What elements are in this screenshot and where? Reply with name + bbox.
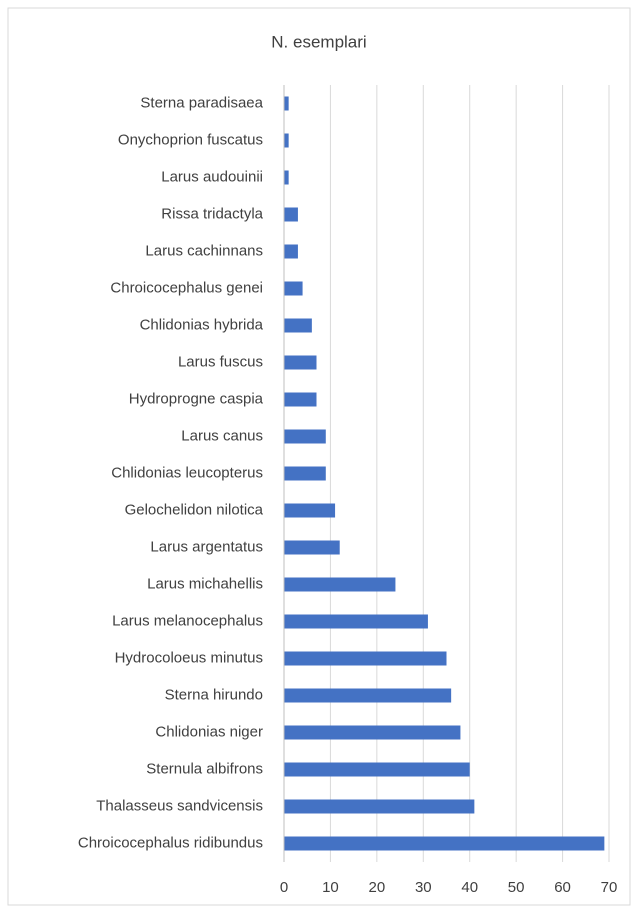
y-tick-label: Rissa tridactyla	[161, 205, 263, 222]
bar	[284, 170, 289, 185]
y-tick-label: Larus audouinii	[161, 168, 263, 185]
bar	[284, 651, 447, 666]
y-tick-label: Larus fuscus	[178, 353, 263, 370]
y-tick-label: Sternula albifrons	[146, 760, 263, 777]
bar	[284, 355, 317, 370]
x-tick-label: 40	[461, 879, 478, 896]
x-tick-label: 50	[508, 879, 525, 896]
bar	[284, 540, 340, 555]
bar	[284, 688, 452, 703]
bar	[284, 207, 298, 222]
bar	[284, 799, 475, 814]
y-tick-label: Larus melanocephalus	[112, 612, 263, 629]
y-tick-label: Sterna paradisaea	[140, 94, 263, 111]
y-tick-label: Larus canus	[181, 427, 263, 444]
y-tick-label: Larus cachinnans	[145, 242, 263, 259]
bar	[284, 614, 428, 629]
y-tick-label: Onychoprion fuscatus	[118, 131, 263, 148]
y-tick-label: Larus michahellis	[147, 575, 263, 592]
bar	[284, 577, 396, 592]
bar	[284, 836, 605, 851]
y-tick-label: Chlidonias hybrida	[140, 316, 264, 333]
chart-border	[7, 7, 631, 906]
y-tick-label: Chroicocephalus genei	[110, 279, 263, 296]
x-tick-label: 70	[601, 879, 618, 896]
y-tick-label: Gelochelidon nilotica	[125, 501, 264, 518]
y-tick-label: Chlidonias leucopterus	[111, 464, 263, 481]
y-tick-label: Thalasseus sandvicensis	[96, 797, 263, 814]
y-tick-label: Larus argentatus	[150, 538, 263, 555]
bar	[284, 96, 289, 111]
bar	[284, 133, 289, 148]
bar	[284, 762, 470, 777]
bar	[284, 281, 303, 296]
bar	[284, 318, 312, 333]
y-tick-label: Sterna hirundo	[165, 686, 263, 703]
y-tick-label: Chlidonias niger	[155, 723, 263, 740]
x-tick-label: 10	[322, 879, 339, 896]
x-tick-label: 60	[554, 879, 571, 896]
chart-title: N. esemplari	[271, 32, 366, 51]
x-tick-label: 30	[415, 879, 432, 896]
y-tick-label: Chroicocephalus ridibundus	[78, 834, 263, 851]
bar	[284, 503, 336, 518]
bar	[284, 466, 326, 481]
bar	[284, 392, 317, 407]
x-tick-label: 0	[280, 879, 288, 896]
y-tick-label: Hydroprogne caspia	[129, 390, 264, 407]
y-tick-label: Hydrocoloeus minutus	[115, 649, 263, 666]
bar	[284, 725, 461, 740]
bar	[284, 244, 298, 259]
x-tick-label: 20	[369, 879, 386, 896]
bar	[284, 429, 326, 444]
